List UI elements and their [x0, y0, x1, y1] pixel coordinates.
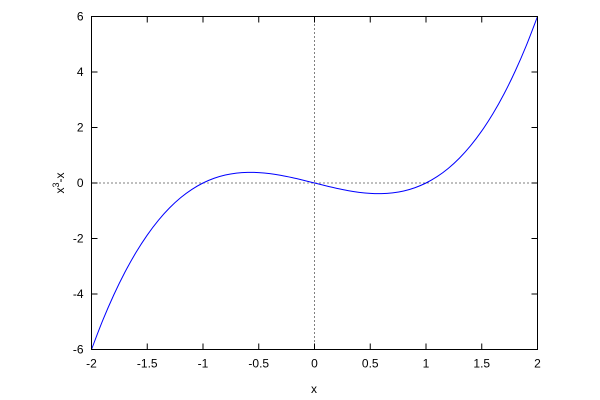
ticks: -2 -1.5 -1 -0.5 0 0.5 1 1.5 2 -6 -4 -2 0 2 4 6 [73, 10, 541, 371]
x-tick-label: -1 [198, 357, 209, 371]
y-tick-label: 4 [77, 65, 84, 79]
plot-frame [91, 16, 538, 350]
x-tick-label: 0 [311, 357, 318, 371]
y-tick-label: 2 [77, 121, 84, 135]
y-tick-label: -2 [73, 232, 84, 246]
y-tick-label: -6 [73, 343, 84, 357]
x-tick-label: 1 [423, 357, 430, 371]
x-tick-label: -1.5 [137, 357, 158, 371]
x-tick-label: 2 [534, 357, 541, 371]
y-label-base: x [53, 188, 67, 194]
series-line [91, 16, 538, 350]
y-axis-label: x3-x [51, 172, 67, 193]
x-tick-label: 1.5 [473, 357, 490, 371]
y-tick-label: 6 [77, 10, 84, 24]
x-tick-label: -0.5 [248, 357, 269, 371]
x-tick-label: -2 [86, 357, 97, 371]
y-label-sup: 3 [51, 182, 61, 187]
y-label-rest: -x [53, 172, 67, 182]
y-tick-label: 0 [77, 176, 84, 190]
x-tick-label: 0.5 [362, 357, 379, 371]
y-tick-label: -4 [73, 287, 84, 301]
x-axis-label: x [311, 382, 317, 396]
